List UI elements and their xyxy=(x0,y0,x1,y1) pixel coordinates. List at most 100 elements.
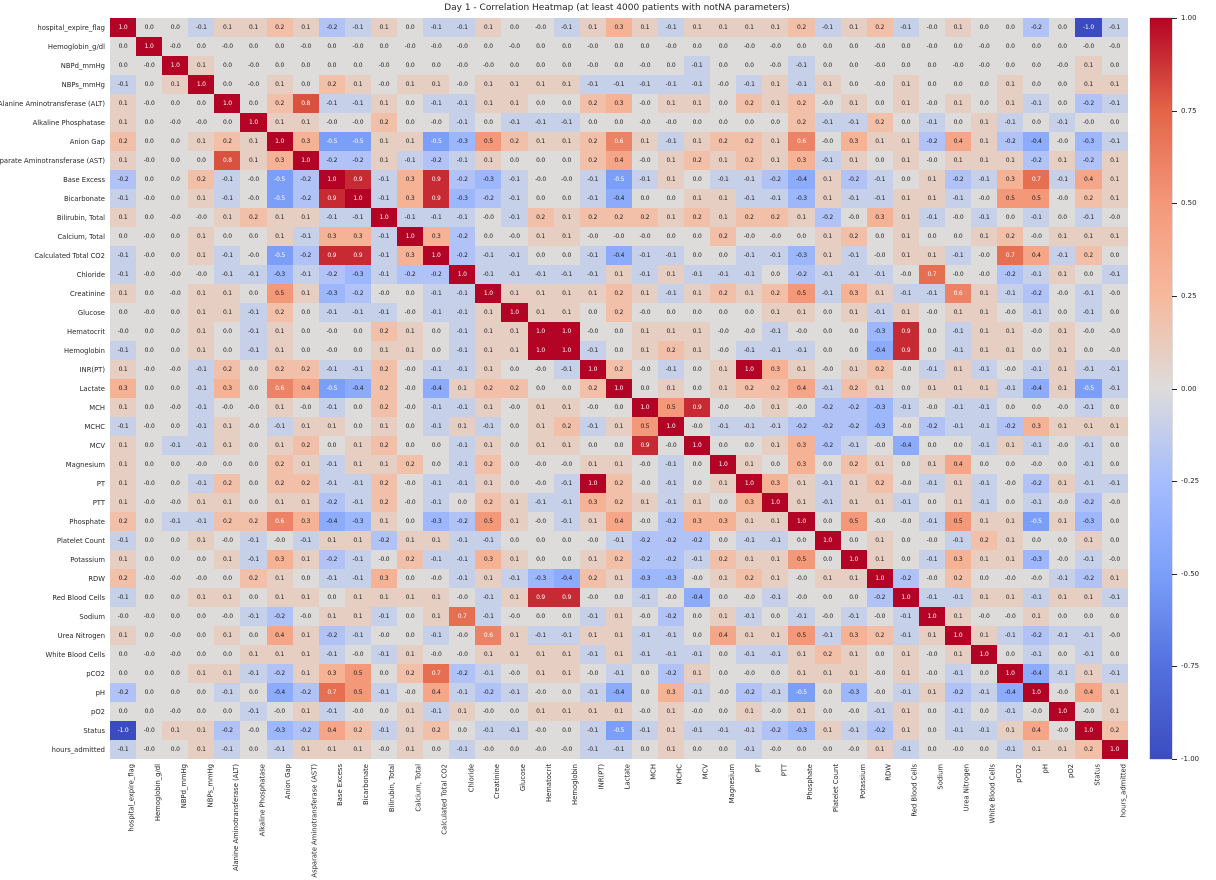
heatmap-cell: 1.0 xyxy=(997,664,1024,683)
heatmap-cell: 0.2 xyxy=(240,569,267,588)
heatmap-cell: 0.0 xyxy=(918,740,945,759)
heatmap-cell: 0.0 xyxy=(866,94,893,113)
heatmap-cell: 0.1 xyxy=(527,664,554,683)
heatmap-cell: 0.0 xyxy=(397,94,424,113)
heatmap-cell: 0.0 xyxy=(1101,607,1128,626)
heatmap-cell: 0.0 xyxy=(136,455,163,474)
heatmap-cell: -0.4 xyxy=(892,436,919,455)
heatmap-cell: -0.1 xyxy=(318,398,345,417)
heatmap-cell: -0.1 xyxy=(1049,246,1076,265)
heatmap-cell: 0.0 xyxy=(710,37,737,56)
heatmap-cell: -0.1 xyxy=(1101,588,1128,607)
heatmap-cell: -0.0 xyxy=(240,246,267,265)
heatmap-cell: -0.0 xyxy=(136,645,163,664)
heatmap-cell: -0.0 xyxy=(945,265,972,284)
heatmap-cell: -0.0 xyxy=(866,75,893,94)
heatmap-cell: 0.1 xyxy=(918,379,945,398)
heatmap-cell: -0.2 xyxy=(1075,151,1102,170)
heatmap-cell: 0.0 xyxy=(840,56,867,75)
heatmap-cell: -0.0 xyxy=(162,37,189,56)
heatmap-cell: 0.0 xyxy=(214,645,241,664)
heatmap-cell: 0.7 xyxy=(423,664,450,683)
heatmap-cell: 0.1 xyxy=(397,531,424,550)
heatmap-cell: 0.1 xyxy=(188,493,215,512)
heatmap-cell: 0.1 xyxy=(892,721,919,740)
heatmap-cell: 0.0 xyxy=(918,75,945,94)
heatmap-cell: -0.2 xyxy=(266,664,293,683)
heatmap-cell: 0.0 xyxy=(110,37,137,56)
heatmap-cell: 0.1 xyxy=(292,588,319,607)
heatmap-cell: -0.1 xyxy=(527,493,554,512)
heatmap-cell: -0.0 xyxy=(344,702,371,721)
heatmap-cell: 0.0 xyxy=(553,550,580,569)
heatmap-cell: 0.0 xyxy=(136,664,163,683)
heatmap-cell: 1.0 xyxy=(684,436,711,455)
heatmap-cell: -0.1 xyxy=(997,702,1024,721)
colorbar-tick-mark xyxy=(1172,388,1177,390)
heatmap-cell: 0.1 xyxy=(214,626,241,645)
heatmap-cell: 0.1 xyxy=(736,512,763,531)
heatmap-cell: 0.0 xyxy=(605,37,632,56)
heatmap-cell: -0.2 xyxy=(318,493,345,512)
heatmap-cell: 0.1 xyxy=(240,645,267,664)
heatmap-cell: -0.1 xyxy=(423,303,450,322)
heatmap-cell: 1.0 xyxy=(188,75,215,94)
heatmap-cell: -0.0 xyxy=(1049,189,1076,208)
heatmap-cell: 0.2 xyxy=(553,417,580,436)
heatmap-cell: 0.0 xyxy=(397,569,424,588)
x-tick-label: hours_admitted xyxy=(1119,764,1128,818)
heatmap-cell: -0.2 xyxy=(423,265,450,284)
heatmap-cell: 0.0 xyxy=(214,455,241,474)
heatmap-cell: 0.0 xyxy=(1101,531,1128,550)
heatmap-cell: 0.2 xyxy=(605,284,632,303)
heatmap-cell: 0.1 xyxy=(788,360,815,379)
x-tick-label: Hemoglobin xyxy=(571,764,580,805)
heatmap-cell: 0.0 xyxy=(553,607,580,626)
heatmap-cell: 0.9 xyxy=(892,341,919,360)
heatmap-cell: -0.0 xyxy=(1023,702,1050,721)
heatmap-cell: 0.1 xyxy=(710,607,737,626)
heatmap-cell: 0.3 xyxy=(997,170,1024,189)
heatmap-cell: -0.0 xyxy=(240,189,267,208)
heatmap-cell: -0.0 xyxy=(971,607,998,626)
heatmap-cell: -0.0 xyxy=(814,607,841,626)
heatmap-cell: 0.0 xyxy=(553,246,580,265)
heatmap-cell: 0.1 xyxy=(423,607,450,626)
heatmap-cell: 0.1 xyxy=(1075,588,1102,607)
heatmap-cell: -0.0 xyxy=(736,37,763,56)
heatmap-cell: 0.0 xyxy=(1049,75,1076,94)
heatmap-cell: 0.0 xyxy=(631,740,658,759)
heatmap-cell: 0.0 xyxy=(971,664,998,683)
heatmap-cell: -0.0 xyxy=(631,474,658,493)
heatmap-cell: 0.0 xyxy=(892,37,919,56)
heatmap-cell: 0.1 xyxy=(188,189,215,208)
heatmap-cell: 0.1 xyxy=(397,588,424,607)
heatmap-cell: -0.0 xyxy=(475,56,502,75)
colorbar-tick-label: -1.00 xyxy=(1181,755,1200,763)
heatmap-cell: 0.0 xyxy=(684,607,711,626)
heatmap-cell: -0.1 xyxy=(762,322,789,341)
heatmap-cell: -0.0 xyxy=(475,702,502,721)
heatmap-cell: -0.1 xyxy=(370,227,398,246)
heatmap-cell: -0.1 xyxy=(657,75,685,94)
heatmap-cell: 0.1 xyxy=(266,75,293,94)
heatmap-cell: 0.0 xyxy=(292,75,319,94)
heatmap-cell: 0.1 xyxy=(110,455,137,474)
heatmap-cell: -0.1 xyxy=(397,151,424,170)
heatmap-cell: -0.1 xyxy=(318,645,345,664)
heatmap-cell: 0.2 xyxy=(318,75,345,94)
heatmap-cell: 0.0 xyxy=(1049,303,1076,322)
colorbar-tick-label: -0.75 xyxy=(1181,662,1200,671)
heatmap-cell: 0.1 xyxy=(657,702,685,721)
heatmap-cell: -0.1 xyxy=(344,493,371,512)
heatmap-cell: 1.0 xyxy=(1101,740,1128,759)
y-tick-label: hours_admitted xyxy=(51,745,105,754)
heatmap-cell: 0.1 xyxy=(370,94,398,113)
heatmap-cell: 0.0 xyxy=(684,303,711,322)
heatmap-cell: -0.1 xyxy=(527,113,554,132)
heatmap-cell: -0.1 xyxy=(423,398,450,417)
heatmap-cell: -0.1 xyxy=(814,284,841,303)
heatmap-cell: 1.0 xyxy=(214,94,241,113)
heatmap-cell: 0.0 xyxy=(214,341,241,360)
heatmap-cell: 0.0 xyxy=(892,379,919,398)
